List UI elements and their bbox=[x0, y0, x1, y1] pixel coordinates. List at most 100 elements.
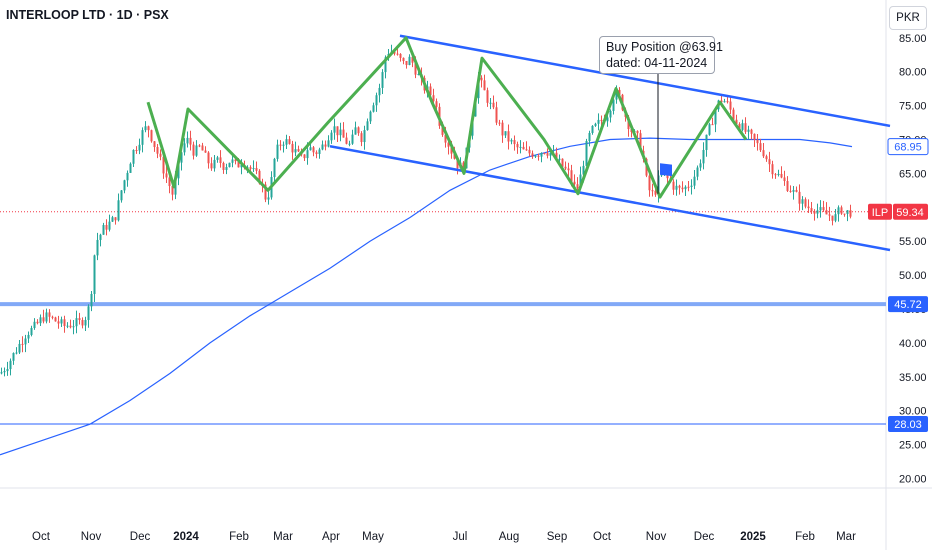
price-label-line: 28.03 bbox=[894, 419, 922, 431]
candle-body bbox=[345, 137, 348, 144]
candle bbox=[795, 186, 798, 193]
candle bbox=[321, 140, 324, 151]
candle bbox=[498, 119, 501, 126]
candle bbox=[273, 157, 276, 183]
candle bbox=[63, 315, 66, 333]
candle bbox=[114, 217, 117, 225]
candle bbox=[588, 130, 591, 147]
candle-body bbox=[447, 142, 450, 147]
candle-body bbox=[57, 321, 60, 324]
candle-body bbox=[549, 152, 552, 156]
candle-body bbox=[30, 328, 33, 335]
candle bbox=[846, 210, 849, 222]
candle-body bbox=[207, 152, 210, 164]
candle bbox=[816, 203, 819, 219]
candle-body bbox=[495, 107, 498, 123]
candle-body bbox=[222, 162, 225, 170]
price-label-ma: 68.95 bbox=[894, 142, 922, 154]
currency-button[interactable]: PKR bbox=[889, 6, 927, 30]
candle-body bbox=[66, 325, 69, 327]
candle bbox=[153, 141, 156, 152]
candle-body bbox=[186, 137, 189, 144]
candle-body bbox=[12, 353, 15, 361]
candle-body bbox=[255, 168, 258, 171]
candle-body bbox=[321, 144, 324, 150]
candle bbox=[135, 146, 138, 154]
buy-annotation[interactable]: Buy Position @63.91 dated: 04-11-2024 bbox=[599, 36, 723, 74]
candle bbox=[768, 151, 771, 173]
chart-title: INTERLOOP LTD · 1D · PSX bbox=[6, 8, 169, 22]
candle-body bbox=[153, 141, 156, 148]
candle bbox=[159, 149, 162, 161]
price-label-ma-box bbox=[887, 138, 929, 156]
candle bbox=[504, 131, 507, 138]
candle-body bbox=[519, 146, 522, 148]
candle-body bbox=[570, 170, 573, 182]
candle-body bbox=[324, 144, 327, 147]
candle bbox=[534, 154, 537, 159]
candle-body bbox=[513, 140, 516, 145]
candle-body bbox=[720, 100, 723, 103]
candle-body bbox=[714, 109, 717, 125]
candle bbox=[408, 54, 411, 66]
candle-body bbox=[348, 143, 351, 145]
candle-body bbox=[450, 146, 453, 154]
candle bbox=[30, 325, 33, 337]
candle-body bbox=[84, 319, 87, 326]
candle-body bbox=[231, 159, 234, 163]
candle bbox=[726, 97, 729, 104]
candle-body bbox=[309, 147, 312, 151]
candle-body bbox=[180, 152, 183, 163]
candle bbox=[591, 125, 594, 135]
candle bbox=[327, 135, 330, 148]
candle-body bbox=[273, 158, 276, 178]
candle-body bbox=[45, 312, 48, 322]
candle-body bbox=[585, 141, 588, 166]
candle-body bbox=[114, 217, 117, 221]
candle-body bbox=[336, 126, 339, 136]
candle bbox=[54, 316, 57, 322]
candle-body bbox=[672, 181, 675, 190]
candle bbox=[87, 304, 90, 328]
candle-body bbox=[252, 168, 255, 170]
candle-body bbox=[39, 317, 42, 324]
candle-body bbox=[588, 132, 591, 142]
candle bbox=[36, 319, 39, 325]
candle-body bbox=[330, 132, 333, 141]
candle-body bbox=[636, 130, 639, 134]
candle-body bbox=[213, 159, 216, 169]
x-tick-label: Dec bbox=[130, 531, 151, 543]
candle bbox=[207, 151, 210, 169]
candle-body bbox=[384, 57, 387, 73]
candle-body bbox=[576, 184, 579, 189]
candle-body bbox=[681, 187, 684, 190]
candle-body bbox=[99, 234, 102, 240]
candle-body bbox=[72, 326, 75, 328]
candle-body bbox=[258, 170, 261, 184]
candle-body bbox=[768, 159, 771, 165]
candle-body bbox=[834, 214, 837, 221]
candle bbox=[681, 181, 684, 193]
candle-body bbox=[351, 134, 354, 144]
candle-body bbox=[711, 124, 714, 126]
candle-body bbox=[177, 162, 180, 179]
candle-body bbox=[204, 150, 207, 153]
candle bbox=[216, 155, 219, 163]
candle-body bbox=[75, 318, 78, 327]
candle bbox=[840, 205, 843, 215]
candle bbox=[834, 209, 837, 223]
candle bbox=[828, 206, 831, 221]
candle-body bbox=[849, 210, 852, 217]
candle bbox=[57, 315, 60, 329]
candle bbox=[801, 196, 804, 211]
candle bbox=[72, 319, 75, 335]
candle-body bbox=[375, 95, 378, 106]
candle-body bbox=[546, 153, 549, 156]
candle-body bbox=[108, 221, 111, 230]
candle-body bbox=[306, 150, 309, 159]
x-tick-label: Dec bbox=[694, 531, 715, 543]
candle-body bbox=[486, 90, 489, 103]
candle bbox=[33, 318, 36, 330]
candle-body bbox=[462, 162, 465, 169]
